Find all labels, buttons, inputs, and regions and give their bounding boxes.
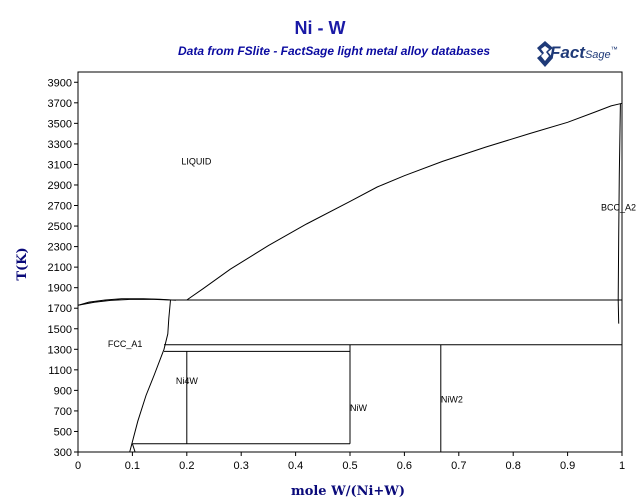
x-tick-label: 0.6 xyxy=(397,460,412,472)
y-tick-label: 2900 xyxy=(48,180,72,192)
y-axis-ticks: 300 500 700 900 1100 1300 1500 1700 1900 2100 2300… xyxy=(48,77,78,459)
y-tick-label: 1500 xyxy=(48,324,72,336)
phase-label: FCC_A1 xyxy=(108,339,143,349)
y-tick-label: 2500 xyxy=(48,221,72,233)
x-tick-label: 0.1 xyxy=(125,460,140,472)
y-tick-label: 500 xyxy=(54,426,72,438)
y-tick-label: 700 xyxy=(54,406,72,418)
y-tick-label: 3100 xyxy=(48,159,72,171)
y-tick-label: 3900 xyxy=(48,77,72,89)
x-tick-label: 0.8 xyxy=(506,460,521,472)
phase-label: BCC_A2 xyxy=(601,203,636,213)
factsage-logo-text: FactSage™ xyxy=(550,43,618,63)
factsage-logo: FactSage™ xyxy=(536,40,636,72)
y-tick-label: 2100 xyxy=(48,262,72,274)
x-tick-label: 0.9 xyxy=(560,460,575,472)
x-axis-title: mole W/(Ni+W) xyxy=(291,484,405,499)
phase-boundaries xyxy=(77,102,623,453)
x-tick-label: 0.5 xyxy=(342,460,357,472)
y-tick-label: 1300 xyxy=(48,344,72,356)
y-tick-label: 1700 xyxy=(48,303,72,315)
y-tick-label: 1100 xyxy=(48,365,72,377)
phase-boundary-bcc-solvus xyxy=(617,103,621,324)
x-tick-label: 0.4 xyxy=(288,460,303,472)
phase-labels: LIQUID FCC_A1 Ni4W NiW NiW2 BCC_A2 xyxy=(108,156,636,412)
chart-subtitle: Data from FSlite - FactSage light metal … xyxy=(178,44,491,58)
x-tick-label: 1 xyxy=(619,460,625,472)
y-tick-label: 3700 xyxy=(48,98,72,110)
phase-boundary-liquidus-w-side xyxy=(186,102,623,301)
y-tick-label: 2300 xyxy=(48,242,72,254)
y-tick-label: 1900 xyxy=(48,283,72,295)
y-tick-label: 900 xyxy=(54,385,72,397)
x-tick-label: 0.3 xyxy=(234,460,249,472)
phase-boundary-fcc-solvus xyxy=(129,299,171,453)
phase-label: LIQUID xyxy=(181,156,212,166)
logo-trademark: ™ xyxy=(610,46,618,54)
x-tick-label: 0.2 xyxy=(179,460,194,472)
phase-label: Ni4W xyxy=(176,376,199,386)
phase-label: NiW2 xyxy=(441,395,463,405)
chart-title: Ni - W xyxy=(294,18,346,38)
factsage-logo-icon xyxy=(537,41,553,67)
y-tick-label: 300 xyxy=(54,447,72,459)
x-axis-ticks: 0 0.1 0.2 0.3 0.4 0.5 0.6 0.7 0.8 0.9 1 xyxy=(75,452,625,472)
x-tick-label: 0.7 xyxy=(451,460,466,472)
logo-small-text: Sage xyxy=(584,49,611,61)
y-tick-label: 2700 xyxy=(48,201,72,213)
y-tick-label: 3300 xyxy=(48,139,72,151)
x-tick-label: 0 xyxy=(75,460,81,472)
phase-boundary-solidus-fcc xyxy=(77,298,171,306)
y-axis-title: T(K) xyxy=(15,247,30,280)
y-tick-label: 3500 xyxy=(48,118,72,130)
logo-main-text: Fact xyxy=(550,43,585,62)
phase-boundary-fcc-solvus-low xyxy=(131,443,136,453)
phase-label: NiW xyxy=(350,403,367,413)
